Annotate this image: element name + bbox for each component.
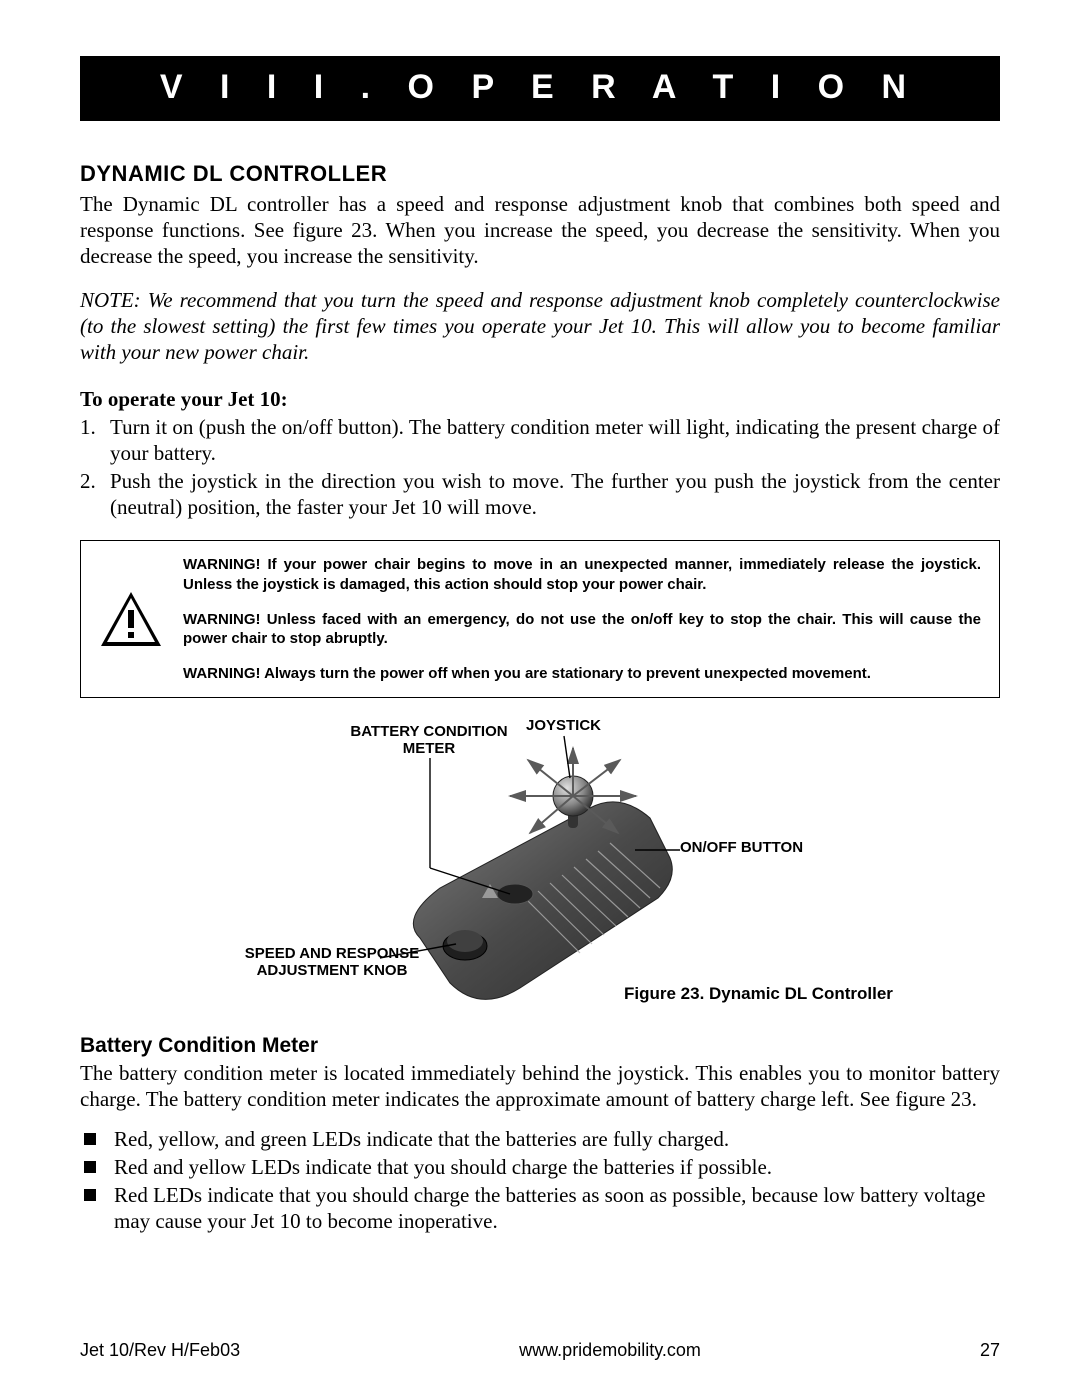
- figure-23: BATTERY CONDITION METER JOYSTICK ON/OFF …: [80, 718, 1000, 1028]
- warning-box: WARNING! If your power chair begins to m…: [80, 540, 1000, 698]
- operate-item-2: Push the joystick in the direction you w…: [80, 468, 1000, 520]
- footer-left: Jet 10/Rev H/Feb03: [80, 1340, 240, 1361]
- operate-list: Turn it on (push the on/off button). The…: [80, 414, 1000, 520]
- controller-diagram-svg: [80, 718, 1000, 1028]
- paragraph-dynamic-dl: The Dynamic DL controller has a speed an…: [80, 191, 1000, 269]
- page-footer: Jet 10/Rev H/Feb03 www.pridemobility.com…: [80, 1340, 1000, 1361]
- heading-battery-condition: Battery Condition Meter: [80, 1034, 1000, 1058]
- heading-to-operate: To operate your Jet 10:: [80, 387, 1000, 412]
- warning-text-2: WARNING! Unless faced with an emergency,…: [183, 610, 981, 648]
- footer-right: 27: [980, 1340, 1000, 1361]
- battery-bullet-list: Red, yellow, and green LEDs indicate tha…: [80, 1126, 1000, 1234]
- paragraph-battery-condition: The battery condition meter is located i…: [80, 1060, 1000, 1112]
- battery-bullet-3: Red LEDs indicate that you should charge…: [80, 1182, 1000, 1234]
- battery-bullet-2: Red and yellow LEDs indicate that you sh…: [80, 1154, 1000, 1180]
- section-title-bar: V I I I . O P E R A T I O N: [80, 56, 1000, 121]
- operate-item-1: Turn it on (push the on/off button). The…: [80, 414, 1000, 466]
- note-paragraph: NOTE: We recommend that you turn the spe…: [80, 287, 1000, 365]
- footer-center: www.pridemobility.com: [519, 1340, 701, 1361]
- warning-text-1: WARNING! If your power chair begins to m…: [183, 555, 981, 593]
- warning-text-3: WARNING! Always turn the power off when …: [183, 664, 981, 683]
- heading-dynamic-dl: DYNAMIC DL CONTROLLER: [80, 161, 1000, 187]
- warning-triangle-icon: [99, 590, 163, 648]
- battery-bullet-1: Red, yellow, and green LEDs indicate tha…: [80, 1126, 1000, 1152]
